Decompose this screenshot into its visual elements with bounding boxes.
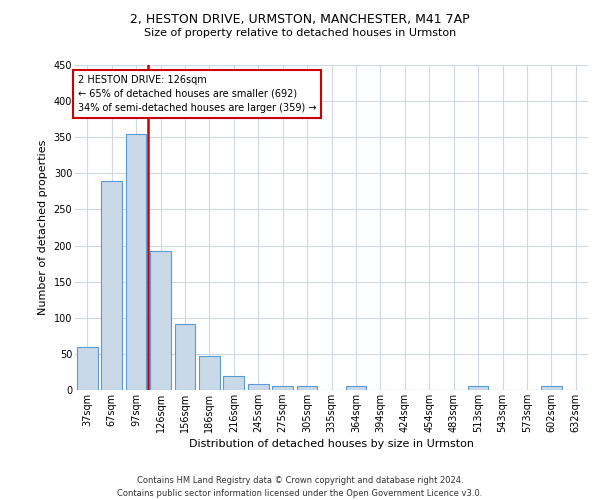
Bar [199, 356, 220, 390]
Text: Size of property relative to detached houses in Urmston: Size of property relative to detached ho… [144, 28, 456, 38]
Bar [223, 376, 244, 390]
Bar [175, 324, 196, 390]
Bar [77, 346, 98, 390]
Bar [272, 386, 293, 390]
Bar [467, 386, 488, 390]
Bar [248, 384, 269, 390]
X-axis label: Distribution of detached houses by size in Urmston: Distribution of detached houses by size … [189, 439, 474, 449]
Text: 2 HESTON DRIVE: 126sqm
← 65% of detached houses are smaller (692)
34% of semi-de: 2 HESTON DRIVE: 126sqm ← 65% of detached… [77, 74, 316, 113]
Bar [541, 386, 562, 390]
Bar [150, 252, 171, 390]
Text: Contains HM Land Registry data © Crown copyright and database right 2024.
Contai: Contains HM Land Registry data © Crown c… [118, 476, 482, 498]
Bar [101, 180, 122, 390]
Bar [125, 134, 146, 390]
Bar [296, 386, 317, 390]
Text: 2, HESTON DRIVE, URMSTON, MANCHESTER, M41 7AP: 2, HESTON DRIVE, URMSTON, MANCHESTER, M4… [130, 12, 470, 26]
Bar [346, 386, 367, 390]
Y-axis label: Number of detached properties: Number of detached properties [38, 140, 48, 315]
